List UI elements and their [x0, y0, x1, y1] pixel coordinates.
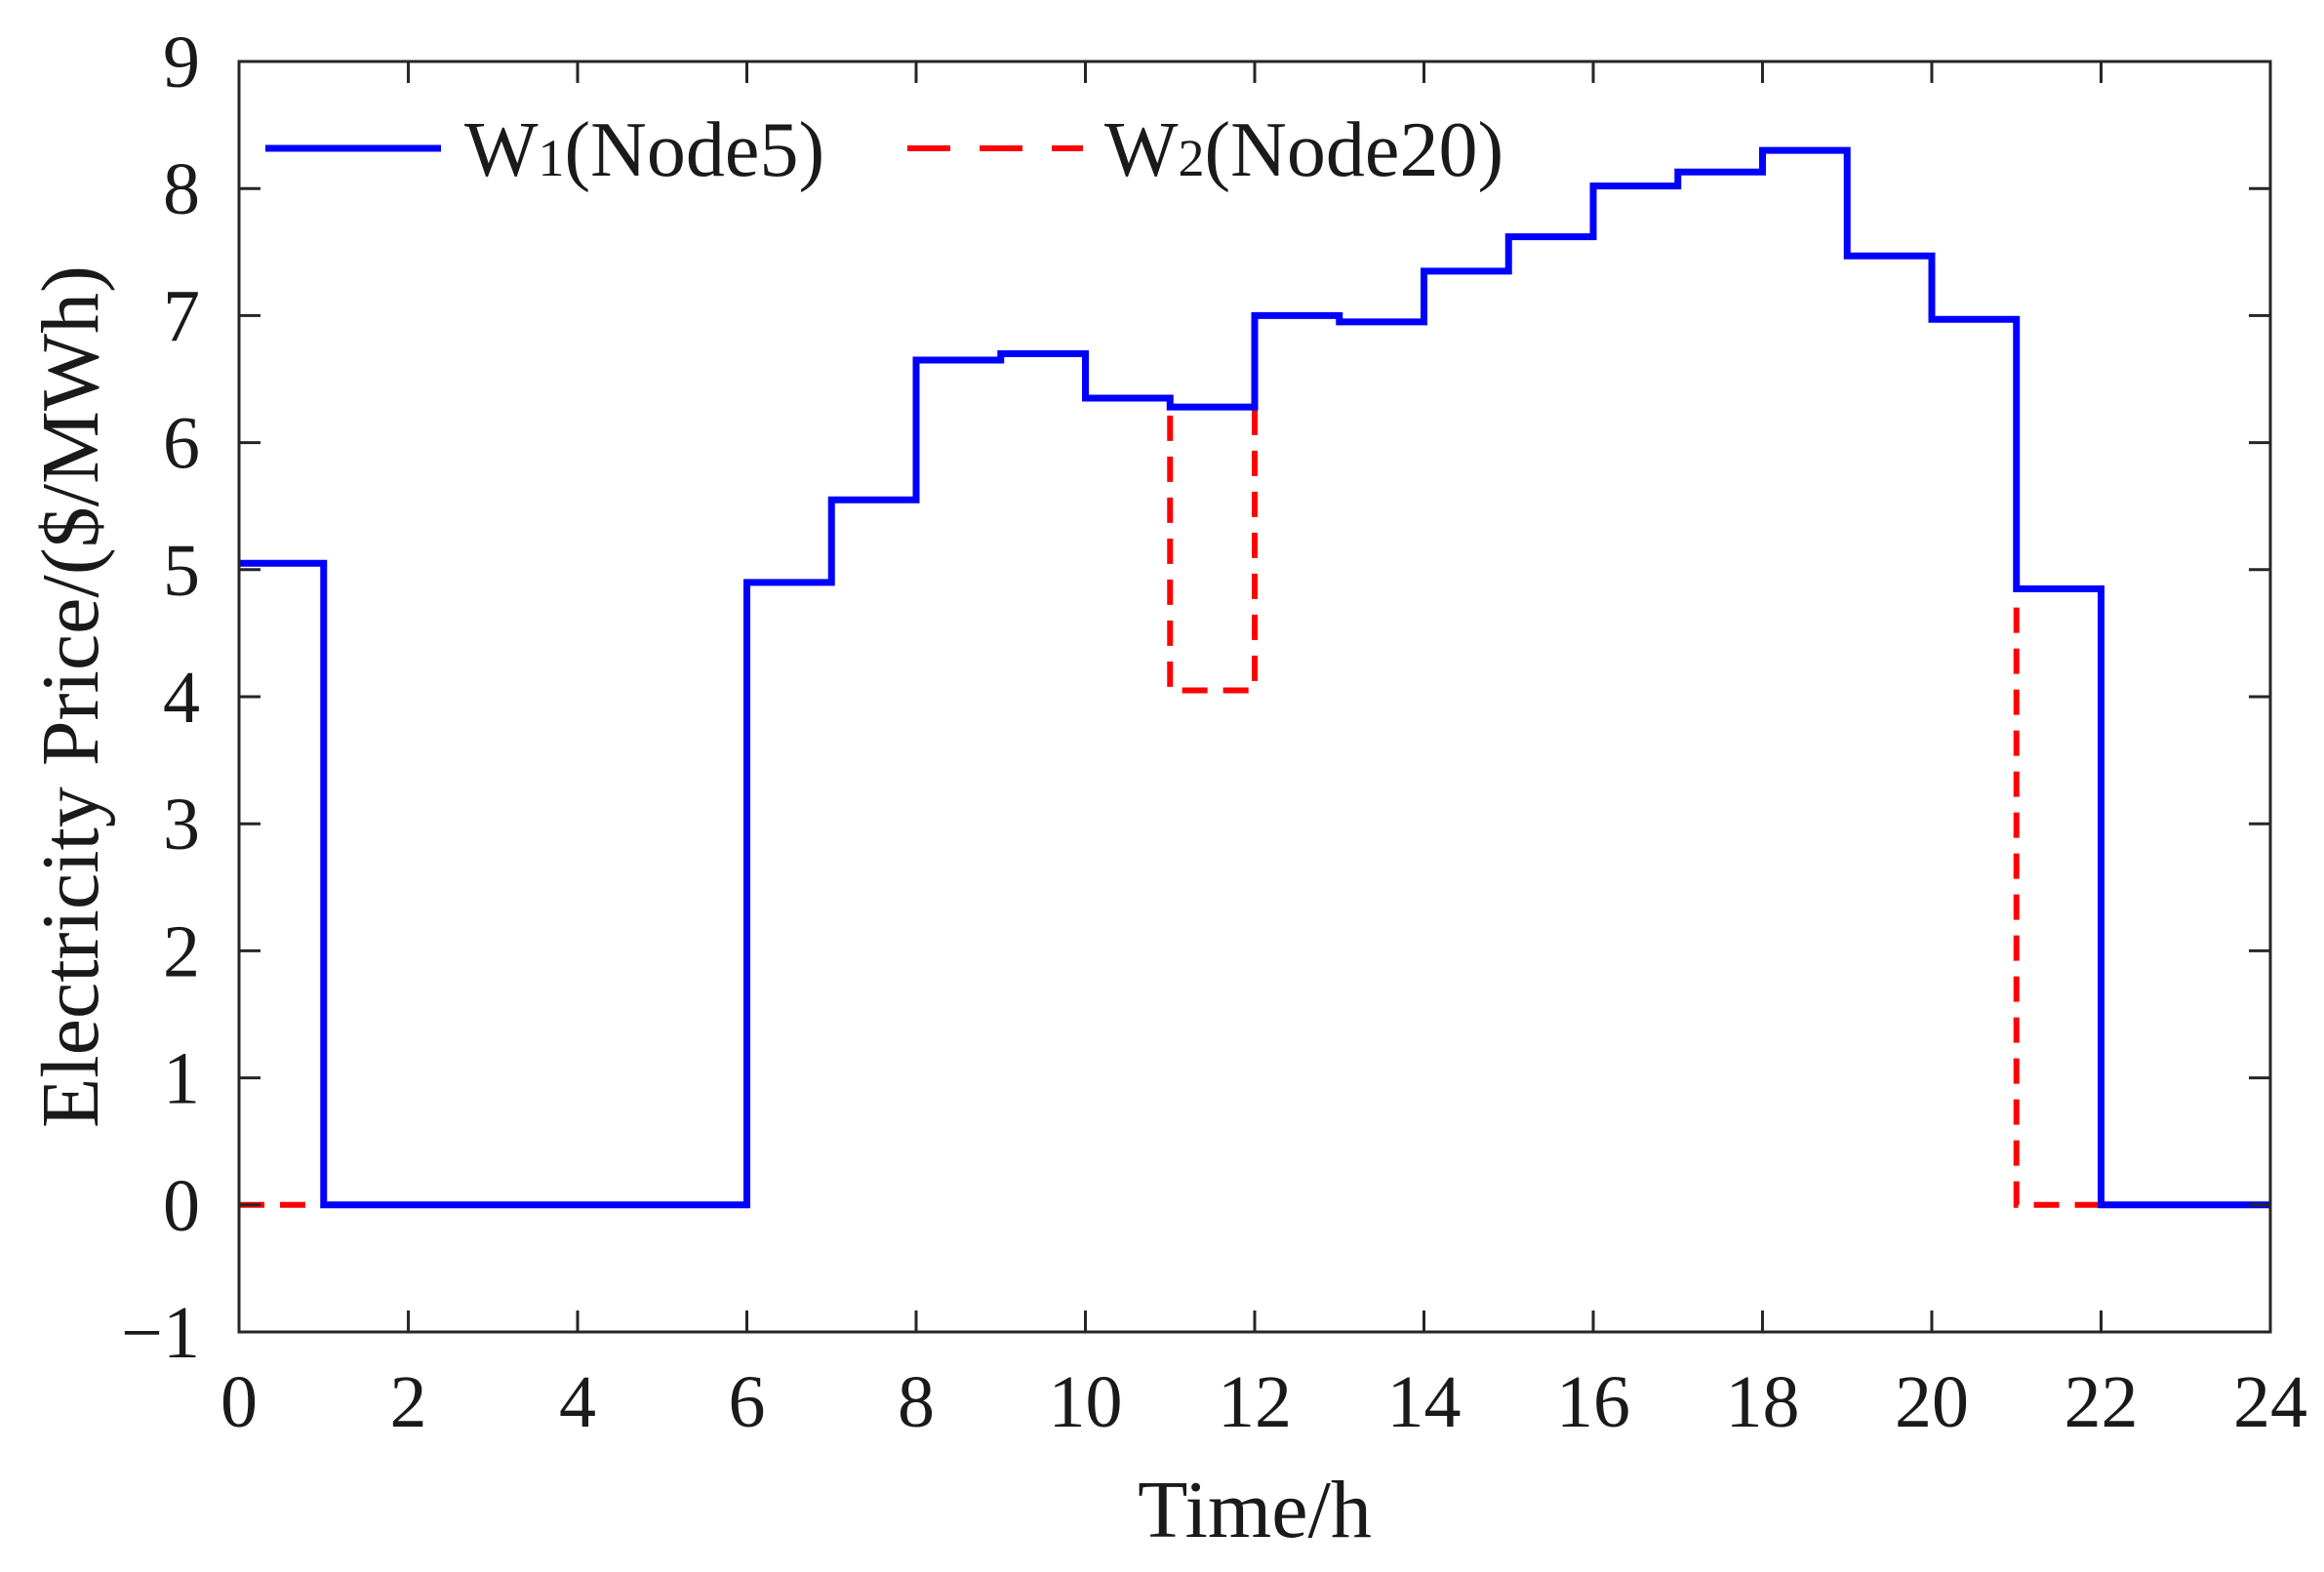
y-tick-label: −1	[121, 1292, 200, 1374]
x-tick-label: 18	[1726, 1361, 1800, 1443]
legend-label-w2-sub: 2	[1179, 129, 1205, 187]
y-tick-label: 1	[163, 1038, 200, 1120]
x-tick-labels: 0 2 4 6 8 10 12 14 16 18 20 22 24	[220, 1361, 2307, 1443]
y-tick-label: 3	[163, 784, 200, 866]
legend-label-w2-rest: (Node20)	[1205, 107, 1504, 193]
y-tick-label: 0	[163, 1165, 200, 1247]
x-tick-label: 4	[559, 1361, 596, 1443]
legend-label-w1-rest: (Node5)	[565, 107, 825, 193]
y-tick-label: 5	[163, 530, 200, 612]
y-tick-label: 9	[163, 21, 200, 103]
y-axis-label: Electricity Price/($/MWh)	[25, 265, 116, 1128]
legend-label-w1-main: W	[464, 107, 539, 193]
x-tick-label: 0	[220, 1361, 258, 1443]
y-tick-label: 2	[163, 910, 200, 992]
x-tick-label: 6	[729, 1361, 766, 1443]
x-tick-label: 16	[1556, 1361, 1630, 1443]
x-tick-label: 10	[1049, 1361, 1123, 1443]
legend-label-w2-main: W	[1104, 107, 1179, 193]
y-tick-label: 6	[163, 403, 200, 485]
x-tick-label: 8	[898, 1361, 935, 1443]
x-tick-label: 20	[1895, 1361, 1969, 1443]
y-tick-label: 8	[163, 148, 200, 230]
ticks-layer	[237, 60, 2272, 1334]
legend-label-w1-sub: 1	[539, 129, 565, 187]
series-layer	[239, 146, 2270, 1209]
x-tick-label: 14	[1387, 1361, 1462, 1443]
legend-label-w2: W2(Node20)	[1104, 107, 1503, 193]
x-tick-label: 22	[2064, 1361, 2139, 1443]
x-tick-label: 2	[390, 1361, 427, 1443]
x-tick-label: 12	[1218, 1361, 1292, 1443]
y-tick-label: 4	[163, 657, 200, 739]
legend-label-w1: W1(Node5)	[464, 107, 824, 193]
series-line-w1	[239, 146, 2270, 1209]
y-tick-labels: −1 0 1 2 3 4 5 6 7 8 9	[121, 21, 200, 1374]
legend: W1(Node5) W2(Node20)	[265, 107, 1503, 193]
x-axis-label: Time/h	[1138, 1465, 1372, 1555]
x-tick-label: 24	[2233, 1361, 2307, 1443]
y-tick-label: 7	[163, 275, 200, 357]
